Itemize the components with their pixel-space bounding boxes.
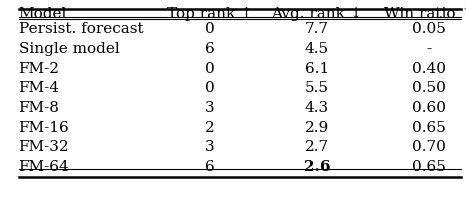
Text: 3: 3 bbox=[205, 140, 214, 154]
Text: Model: Model bbox=[19, 7, 67, 20]
Text: 0.40: 0.40 bbox=[412, 62, 445, 76]
Text: FM-4: FM-4 bbox=[19, 81, 60, 95]
Text: Persist. forecast: Persist. forecast bbox=[19, 22, 143, 36]
Text: 0.65: 0.65 bbox=[412, 121, 445, 135]
Text: 0: 0 bbox=[205, 81, 214, 95]
Text: FM-2: FM-2 bbox=[19, 62, 60, 76]
Text: 2.6: 2.6 bbox=[304, 160, 330, 174]
Text: 0.70: 0.70 bbox=[412, 140, 445, 154]
Text: 0.60: 0.60 bbox=[412, 101, 445, 115]
Text: 0.65: 0.65 bbox=[412, 160, 445, 174]
Text: Single model: Single model bbox=[19, 42, 119, 56]
Text: 0.05: 0.05 bbox=[412, 22, 445, 36]
Text: 5.5: 5.5 bbox=[305, 81, 329, 95]
Text: 0: 0 bbox=[205, 62, 214, 76]
Text: 2.9: 2.9 bbox=[305, 121, 329, 135]
Text: 4.3: 4.3 bbox=[305, 101, 329, 115]
Text: 6: 6 bbox=[205, 160, 214, 174]
Text: FM-64: FM-64 bbox=[19, 160, 69, 174]
Text: Win ratio ↑: Win ratio ↑ bbox=[384, 7, 466, 20]
Text: Top rank ↑: Top rank ↑ bbox=[167, 7, 253, 20]
Text: 2: 2 bbox=[205, 121, 214, 135]
Text: 7.7: 7.7 bbox=[305, 22, 329, 36]
Text: 3: 3 bbox=[205, 101, 214, 115]
Text: 2.7: 2.7 bbox=[305, 140, 329, 154]
Text: 0: 0 bbox=[205, 22, 214, 36]
Text: 6.1: 6.1 bbox=[305, 62, 329, 76]
Text: FM-32: FM-32 bbox=[19, 140, 69, 154]
Text: -: - bbox=[426, 42, 431, 56]
Text: 6: 6 bbox=[205, 42, 214, 56]
Text: 0.50: 0.50 bbox=[412, 81, 445, 95]
Text: Avg. rank ↓: Avg. rank ↓ bbox=[271, 7, 363, 20]
Text: FM-16: FM-16 bbox=[19, 121, 69, 135]
Text: 4.5: 4.5 bbox=[305, 42, 329, 56]
Text: FM-8: FM-8 bbox=[19, 101, 60, 115]
